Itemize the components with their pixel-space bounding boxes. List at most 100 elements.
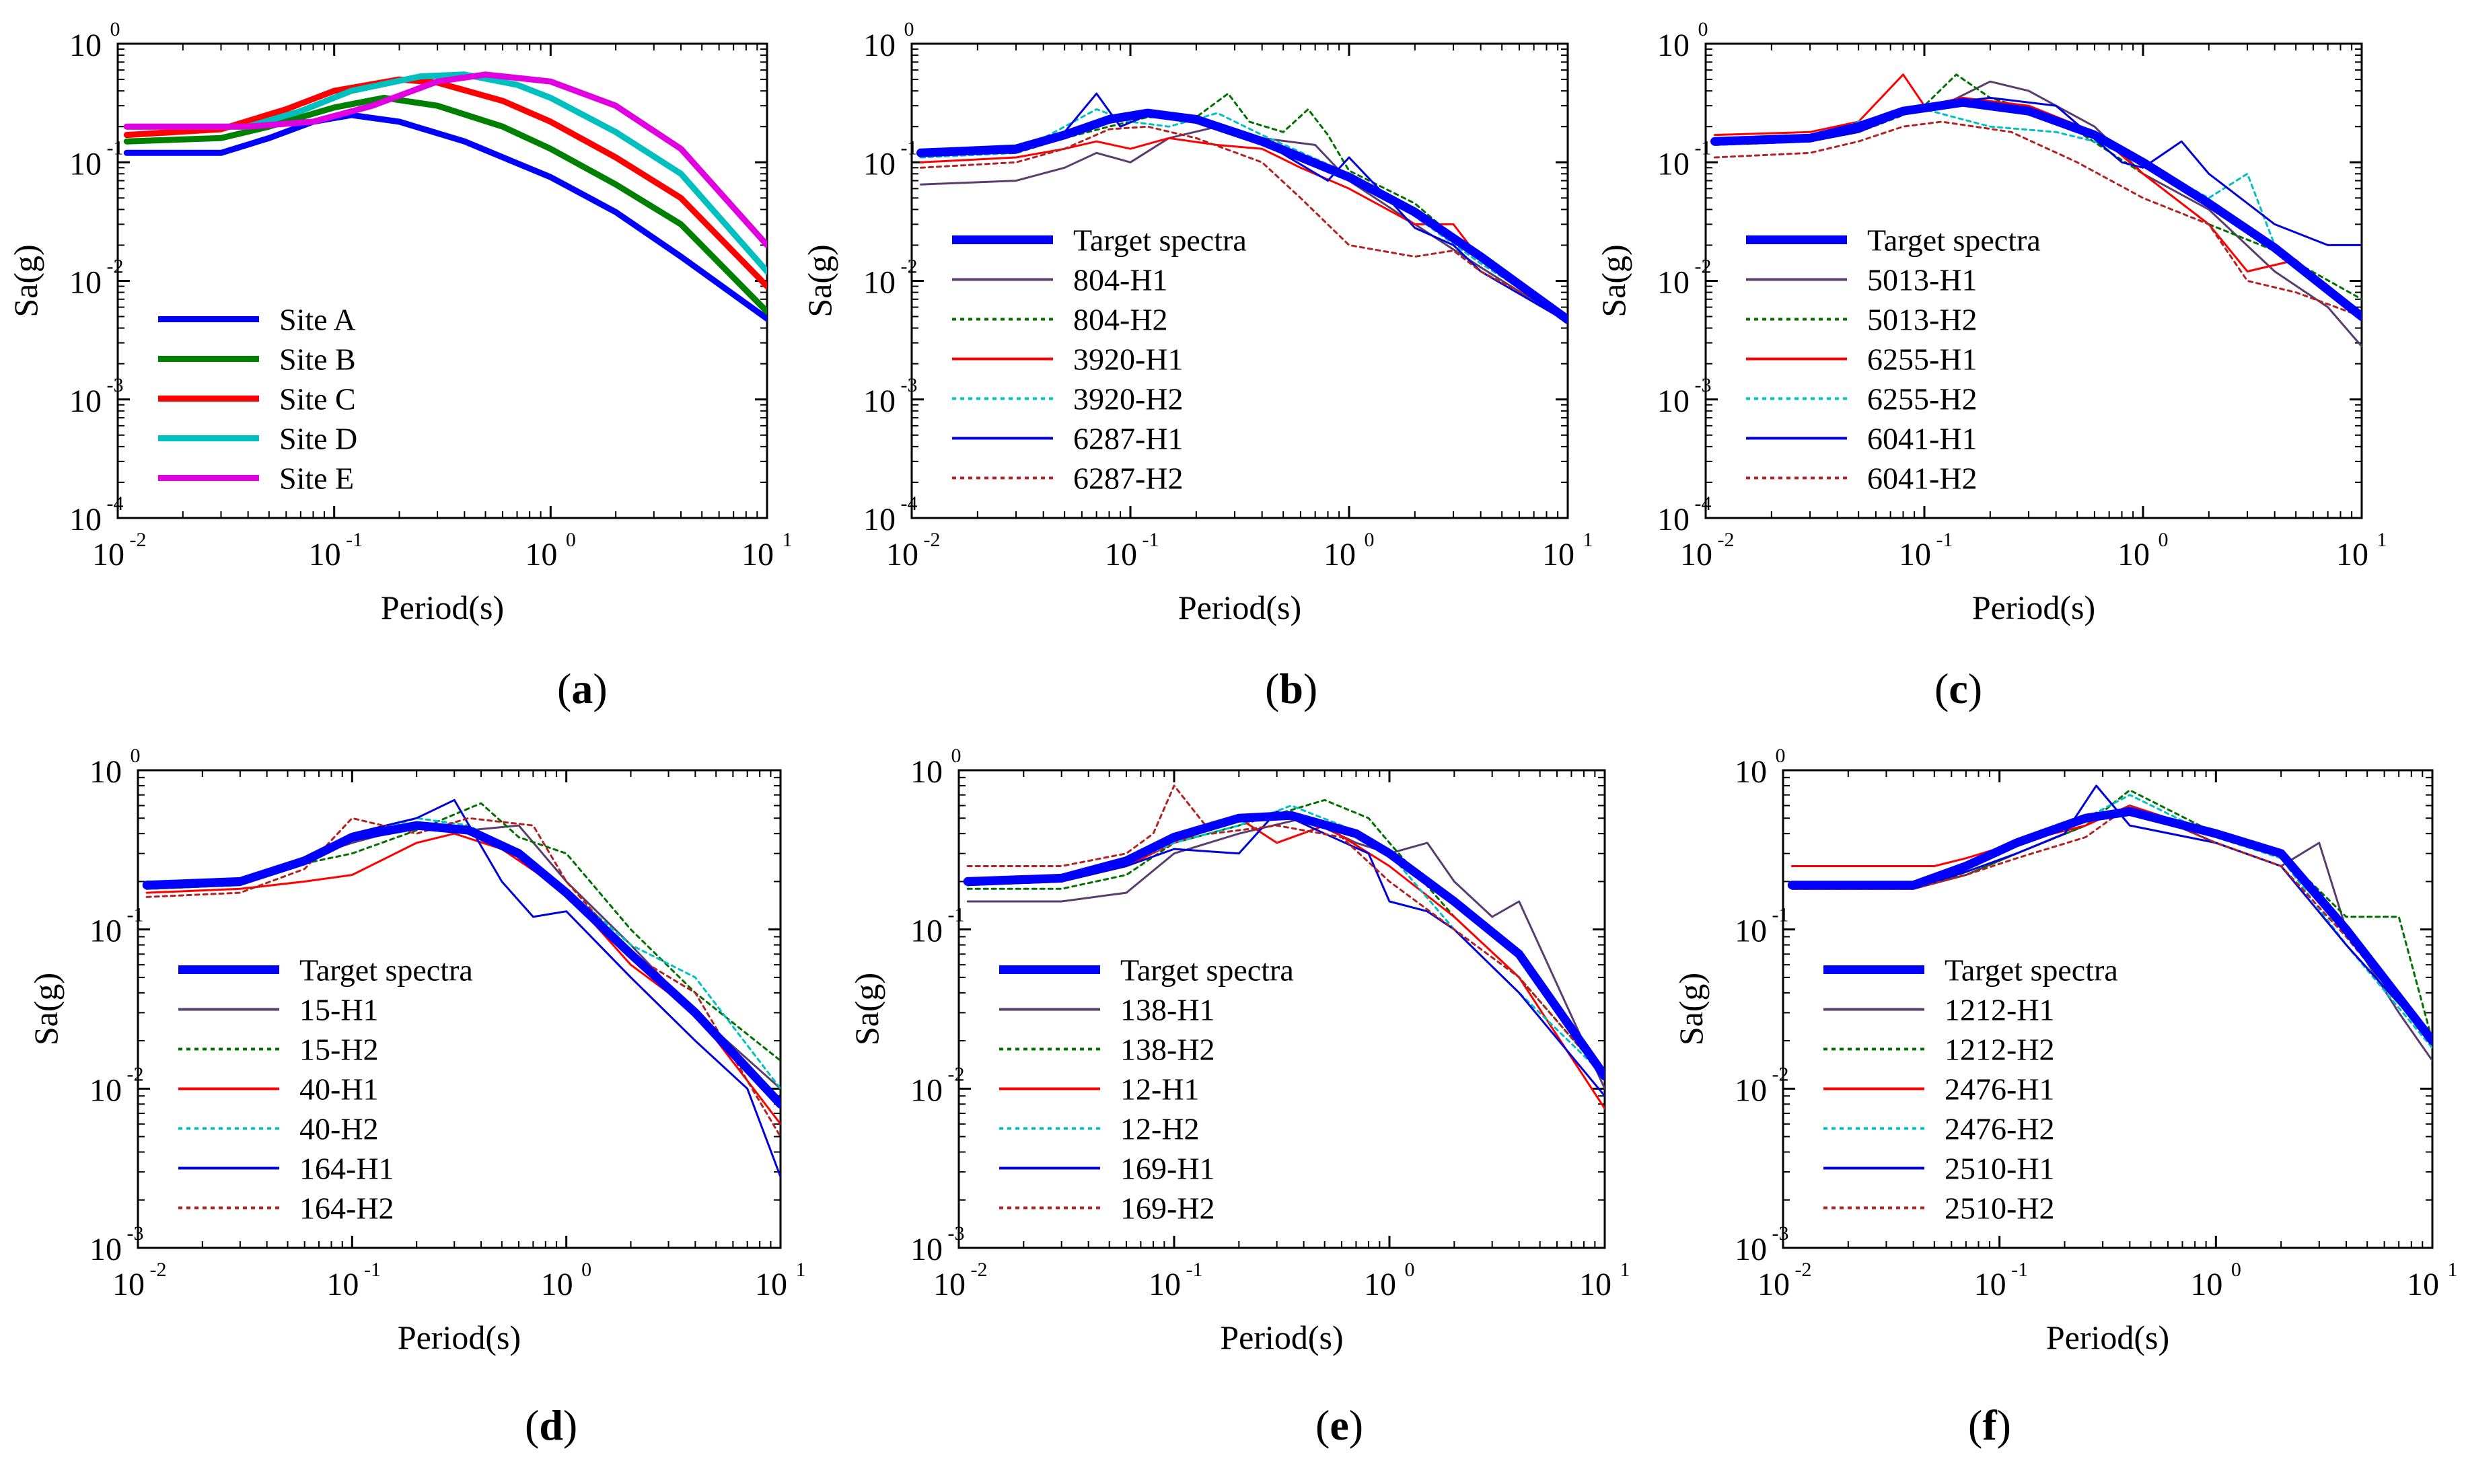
x-tick-label: 10 — [1899, 537, 1931, 572]
y-tick-label: 10 — [1657, 383, 1690, 419]
series-line — [1787, 807, 2432, 1045]
x-tick-label: 10 — [92, 537, 124, 572]
panel-d: 10 -2 10 -1 10 0 10 110 -310 -210 -110 0Period(s)Sa… — [27, 745, 806, 1449]
legend-label: 164-H2 — [299, 1191, 394, 1226]
y-axis-label: Sa(g) — [848, 973, 885, 1045]
x-tick-label: 10 — [755, 1267, 787, 1302]
y-tick-exponent: -3 — [107, 374, 124, 396]
legend-label: 2510-H2 — [1945, 1191, 2055, 1226]
series-line — [123, 71, 767, 248]
y-tick-label: 10 — [1735, 754, 1767, 790]
x-tick-label: 10 — [2190, 1267, 2222, 1302]
panel-e: 10 -2 10 -1 10 0 10 110 -310 -210 -110 0Period(s)Sa… — [848, 745, 1630, 1449]
y-tick-label: 10 — [89, 1232, 122, 1267]
y-tick-label: 10 — [863, 265, 896, 301]
x-tick-exponent: -1 — [2011, 1259, 2028, 1281]
x-tick-label: 10 — [886, 537, 918, 572]
y-tick-exponent: 0 — [1698, 18, 1708, 40]
legend-label: Site A — [279, 303, 356, 337]
x-tick-label: 10 — [741, 537, 774, 572]
x-tick-label: 10 — [1542, 537, 1574, 572]
series-line — [1710, 98, 2362, 322]
x-tick-exponent: 1 — [1620, 1259, 1630, 1281]
x-axis-label: Period(s) — [1220, 1319, 1343, 1356]
y-tick-label: 10 — [89, 1072, 122, 1108]
y-axis-label: Sa(g) — [1595, 244, 1632, 317]
legend-label: 6041-H1 — [1867, 422, 1978, 456]
y-tick-exponent: -2 — [1772, 1063, 1789, 1085]
series-line — [1714, 96, 2362, 246]
y-tick-exponent: 0 — [904, 18, 914, 40]
legend-label: 5013-H2 — [1867, 303, 1978, 337]
series-line — [145, 802, 781, 1062]
y-tick-label: 10 — [1735, 1072, 1767, 1108]
y-tick-label: 10 — [1657, 502, 1690, 537]
y-tick-label: 10 — [69, 265, 102, 301]
legend-label: 1212-H2 — [1945, 1033, 2055, 1067]
x-tick-label: 10 — [326, 1267, 359, 1302]
legend-label: 2476-H1 — [1945, 1072, 2055, 1107]
series-line — [966, 817, 1605, 1090]
x-tick-exponent: 1 — [2448, 1259, 2458, 1281]
y-tick-label: 10 — [910, 1232, 943, 1267]
y-axis-label: Sa(g) — [1672, 973, 1710, 1045]
x-tick-label: 10 — [525, 537, 557, 572]
series-line — [920, 125, 1568, 318]
y-tick-exponent: -4 — [901, 492, 918, 515]
panel-caption: (d) — [525, 1401, 577, 1449]
x-tick-exponent: 0 — [1365, 529, 1375, 551]
panel-b: 10 -2 10 -1 10 0 10 110 -410 -310 -210 -110 0Period(… — [801, 18, 1593, 712]
y-tick-label: 10 — [69, 502, 102, 537]
series-line — [145, 817, 781, 1138]
y-tick-label: 10 — [910, 754, 943, 790]
series-line — [920, 108, 1568, 320]
legend-label: Site D — [279, 422, 357, 456]
legend-label: Target spectra — [299, 953, 473, 988]
y-tick-exponent: -3 — [1695, 374, 1712, 396]
y-tick-label: 10 — [69, 146, 102, 182]
series-line — [1714, 73, 2362, 301]
y-tick-exponent: -2 — [948, 1063, 965, 1085]
legend-label: Site E — [279, 461, 354, 496]
x-tick-exponent: 0 — [2231, 1259, 2241, 1281]
legend-label: 2510-H1 — [1945, 1152, 2055, 1186]
x-tick-exponent: -2 — [1718, 529, 1735, 551]
series-line — [123, 112, 767, 322]
series-line — [123, 71, 767, 274]
series-line — [1790, 784, 2432, 1042]
x-tick-label: 10 — [112, 1267, 145, 1302]
legend-label: 6287-H1 — [1073, 422, 1184, 456]
y-tick-label: 10 — [910, 1072, 943, 1108]
y-tick-exponent: -3 — [1772, 1222, 1789, 1245]
x-tick-label: 10 — [1974, 1267, 2006, 1302]
x-tick-label: 10 — [1680, 537, 1712, 572]
x-tick-exponent: 0 — [566, 529, 576, 551]
x-tick-exponent: -2 — [1795, 1259, 1812, 1281]
x-tick-exponent: 1 — [796, 1259, 806, 1281]
series-line — [920, 92, 1568, 324]
x-tick-label: 10 — [1323, 537, 1356, 572]
y-tick-exponent: -4 — [107, 492, 124, 515]
legend-label: 804-H1 — [1073, 263, 1168, 297]
legend-label: 6287-H2 — [1073, 461, 1184, 496]
x-tick-exponent: -2 — [150, 1259, 167, 1281]
y-tick-exponent: -1 — [948, 904, 965, 926]
x-tick-exponent: -1 — [364, 1259, 381, 1281]
series-line — [123, 94, 767, 315]
x-tick-exponent: 1 — [783, 529, 793, 551]
x-tick-label: 10 — [933, 1267, 966, 1302]
legend-label: 804-H2 — [1073, 303, 1168, 337]
legend-label: 40-H2 — [299, 1112, 379, 1146]
y-tick-exponent: -2 — [127, 1063, 144, 1085]
x-tick-label: 10 — [1105, 537, 1137, 572]
x-tick-label: 10 — [2117, 537, 2150, 572]
x-axis-label: Period(s) — [398, 1319, 521, 1356]
legend-label: 169-H1 — [1120, 1152, 1215, 1186]
series-line — [920, 137, 1568, 318]
y-tick-exponent: 0 — [1776, 745, 1786, 767]
y-tick-exponent: 0 — [951, 745, 962, 767]
x-tick-exponent: 1 — [2377, 529, 2387, 551]
legend-label: Target spectra — [1945, 953, 2118, 988]
y-tick-label: 10 — [1657, 265, 1690, 301]
